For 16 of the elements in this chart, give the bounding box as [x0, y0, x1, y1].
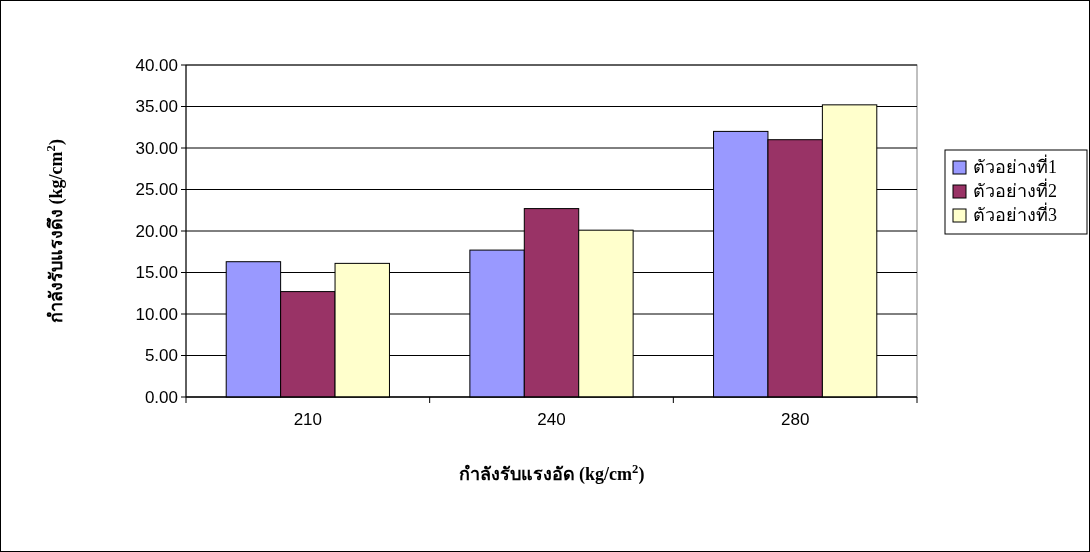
x-tick-label: 210	[293, 410, 323, 429]
y-tick-label: 10.00	[135, 304, 178, 324]
y-tick-label: 30.00	[135, 138, 178, 158]
x-tick-label: 280	[780, 410, 810, 429]
legend-label: ตัวอย่างที่3	[973, 202, 1057, 225]
x-axis-title: กำลังรับแรงอัด (kg/cm$^{2}$)	[458, 462, 645, 485]
y-tick-label: 40.00	[135, 55, 178, 75]
y-tick-label: 25.00	[135, 180, 178, 200]
y-tick-label: 15.00	[135, 263, 178, 283]
y-tick-label: 35.00	[135, 97, 178, 117]
legend-label: ตัวอย่างที่2	[973, 178, 1057, 201]
legend-label: ตัวอย่างที่1	[973, 154, 1057, 177]
x-tick-label: 240	[537, 410, 566, 429]
y-tick-label: 0.00	[144, 387, 178, 407]
y-tick-label: 20.00	[135, 221, 178, 241]
y-tick-label: 5.00	[144, 346, 178, 366]
